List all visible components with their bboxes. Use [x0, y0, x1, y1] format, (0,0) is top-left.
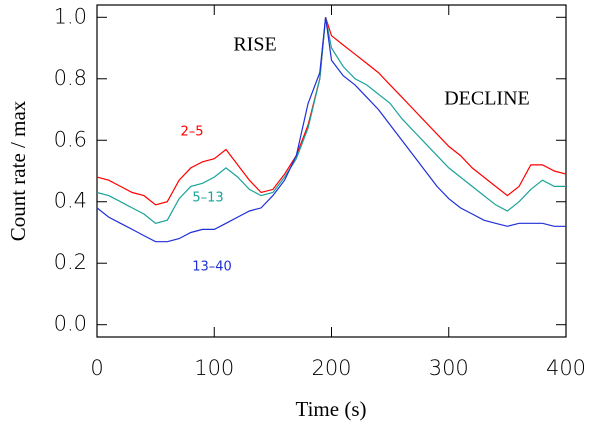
series-label: 13–40 [192, 260, 232, 275]
x-tick-label: 0 [90, 356, 103, 380]
y-tick-label: 0.8 [54, 66, 87, 90]
series-line [96, 17, 566, 243]
x-tick-label: 300 [429, 356, 469, 380]
series-label: 2–5 [180, 125, 203, 140]
x-tick-label: 200 [311, 356, 351, 380]
plot-frame [96, 4, 567, 338]
y-tick-label: 0.0 [54, 312, 87, 336]
y-tick-label: 0.2 [54, 250, 87, 274]
series-label: 5–13 [192, 191, 223, 206]
annotation: RISE [233, 34, 276, 56]
y-axis-title: Count rate / max [6, 100, 30, 241]
series-line [96, 17, 566, 224]
y-tick-label: 1.0 [54, 4, 87, 28]
y-tick-label: 0.4 [54, 189, 87, 213]
annotation: DECLINE [444, 88, 530, 110]
y-tick-label: 0.6 [54, 127, 87, 151]
x-tick-label: 100 [194, 356, 234, 380]
series-line [96, 17, 567, 206]
x-tick-label: 400 [546, 356, 586, 380]
x-axis-title: Time (s) [296, 397, 367, 421]
